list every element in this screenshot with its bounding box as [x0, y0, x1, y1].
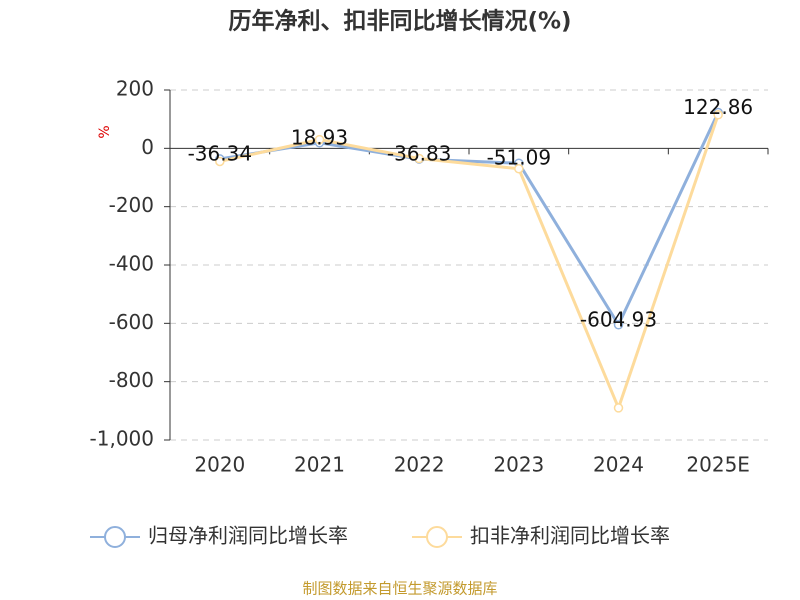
- data-label: -36.34: [188, 141, 252, 165]
- legend-marker: [426, 526, 448, 548]
- data-point: [414, 153, 424, 164]
- x-tick-label: 2024: [593, 453, 644, 477]
- data-point: [215, 156, 225, 167]
- x-tick-label: 2022: [394, 453, 445, 477]
- data-point: [613, 403, 624, 413]
- data-point: [314, 134, 325, 145]
- legend-marker: [104, 526, 126, 548]
- x-tick-label: 2021: [294, 453, 345, 477]
- data-point: [613, 320, 624, 330]
- y-tick-label: -200: [109, 193, 154, 217]
- x-tick-label: 2020: [194, 453, 245, 477]
- y-tick-label: -800: [109, 368, 154, 392]
- chart-title: 历年净利、扣非同比增长情况(%): [228, 8, 571, 35]
- y-tick-label: -1,000: [90, 427, 154, 451]
- data-point: [713, 110, 723, 120]
- data-point: [514, 164, 524, 174]
- series-line: [219, 111, 720, 328]
- y-tick-label: -600: [109, 310, 154, 334]
- legend-label: 归母净利润同比增长率: [148, 524, 348, 548]
- legend-label: 扣非净利润同比增长率: [470, 524, 670, 548]
- y-tick-label: 200: [116, 77, 154, 101]
- data-label: -36.83: [387, 142, 451, 166]
- y-tick-label: 0: [141, 135, 154, 159]
- series-line: [219, 114, 720, 413]
- data-label: -51.09: [487, 146, 551, 170]
- y-axis-label: %: [97, 125, 113, 138]
- y-tick-label: -400: [109, 252, 154, 276]
- data-label: -604.93: [580, 307, 657, 331]
- source-note: 制图数据来自恒生聚源数据库: [302, 580, 497, 598]
- data-label: 122.86: [683, 95, 753, 119]
- data-label: 18.93: [291, 125, 348, 149]
- x-tick-label: 2023: [493, 453, 544, 477]
- x-tick-label: 2025E: [686, 453, 750, 477]
